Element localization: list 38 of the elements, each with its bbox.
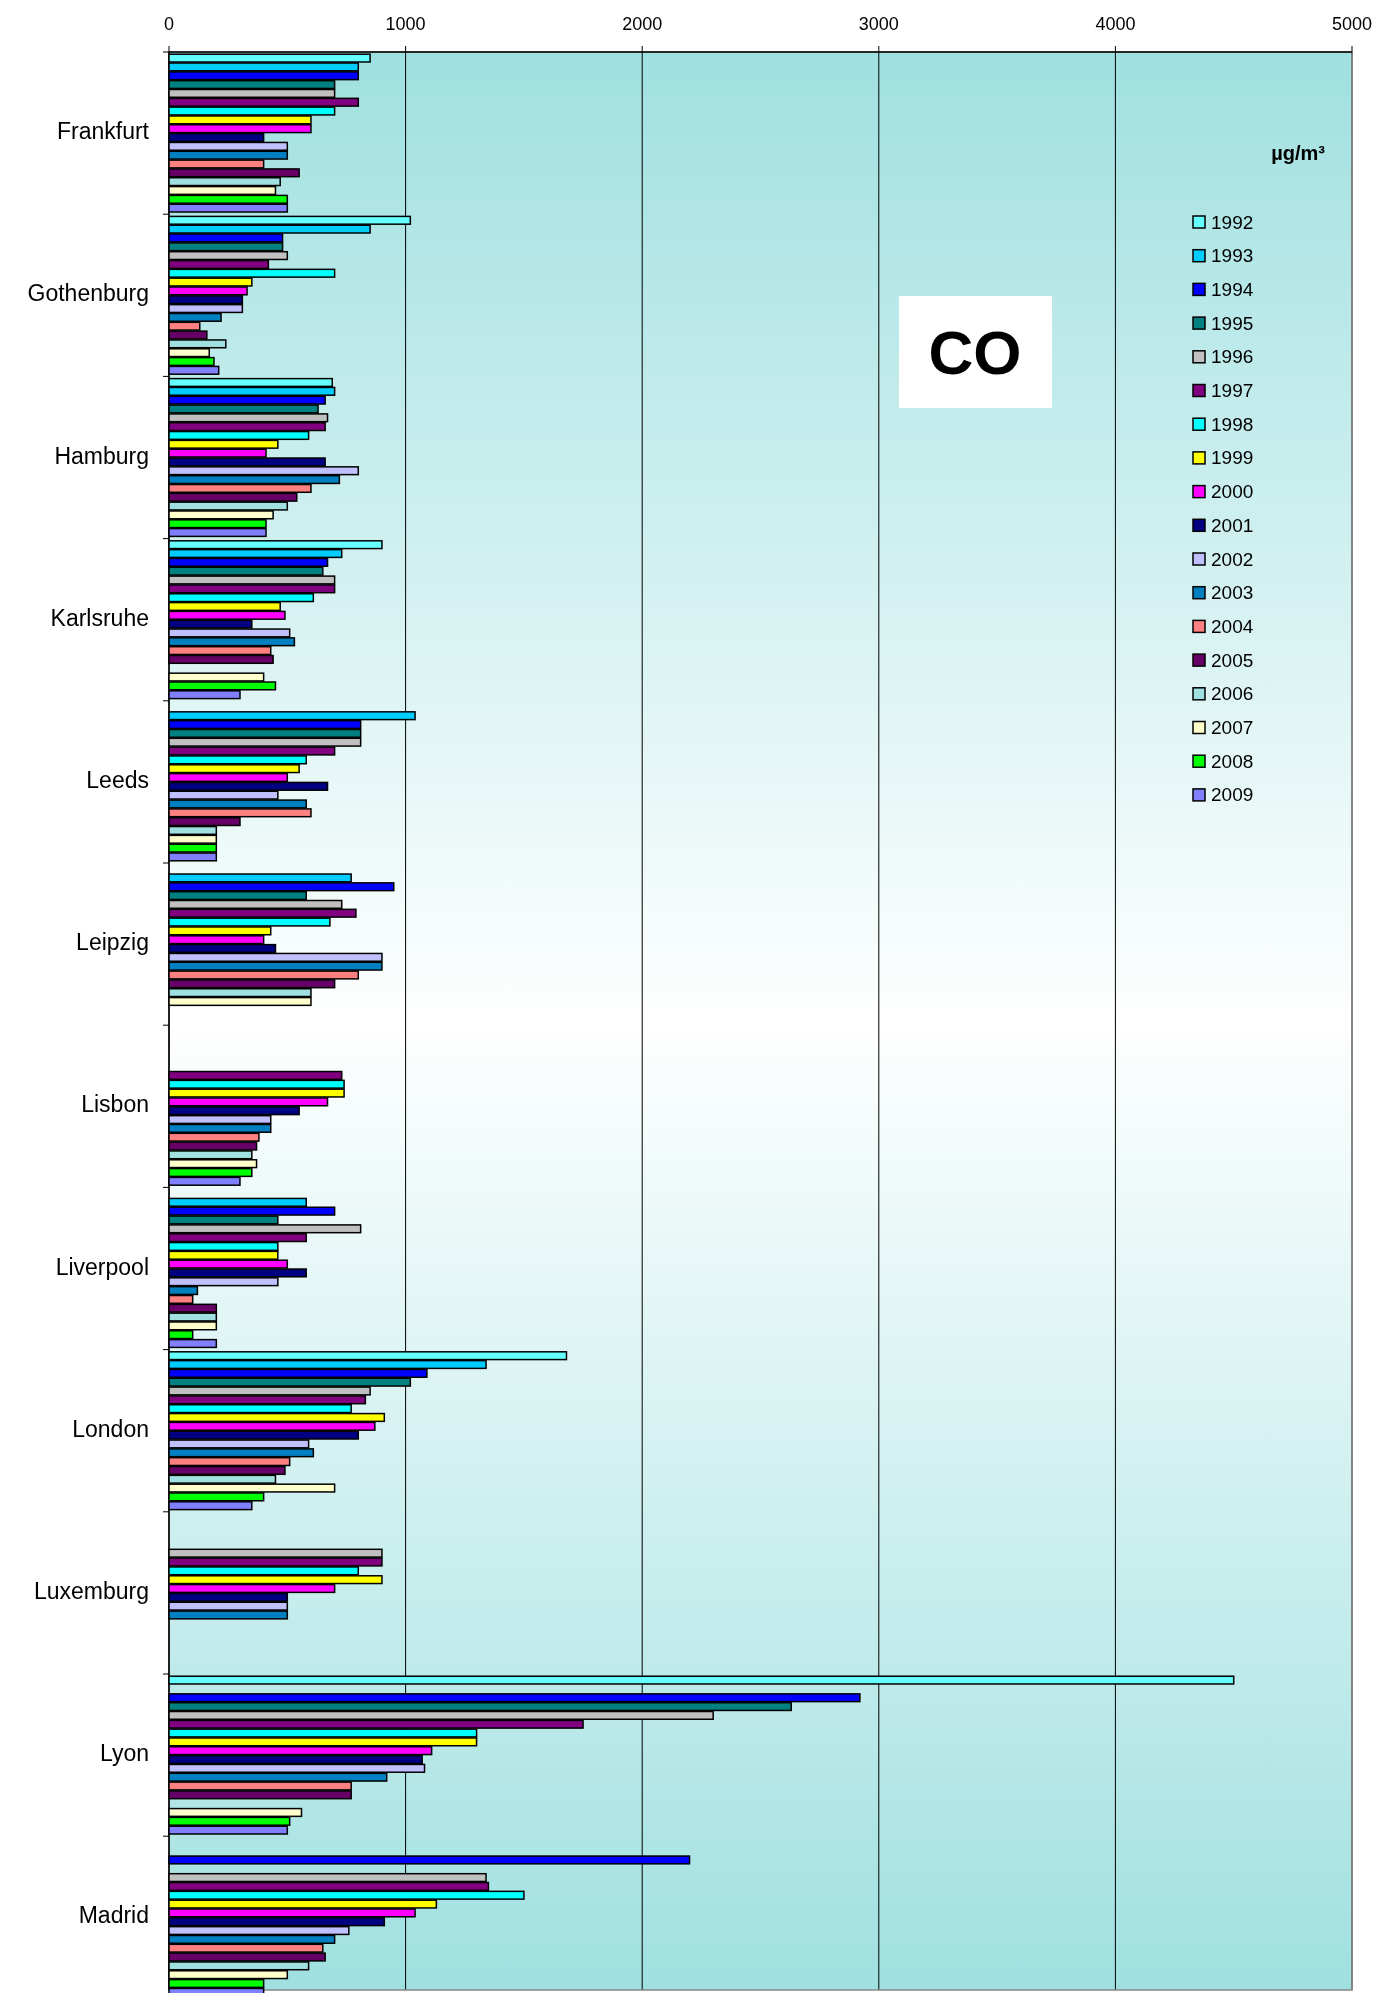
legend-label: 1995 <box>1211 312 1254 334</box>
x-tick-label: 0 <box>163 14 175 34</box>
y-tick-label: Karlsruhe <box>50 604 149 631</box>
legend-label: 2007 <box>1211 717 1254 738</box>
y-tick-label: Liverpool <box>55 1253 149 1280</box>
legend-label: 1993 <box>1211 245 1254 267</box>
legend-label: 1994 <box>1211 278 1254 300</box>
legend-label: 2008 <box>1211 750 1254 772</box>
legend-label: 2000 <box>1211 481 1254 503</box>
y-tick-label: Lyon <box>99 1740 149 1767</box>
y-tick-label: Lisbon <box>81 1091 149 1118</box>
x-tick-label: 1000 <box>385 14 426 34</box>
legend-label: 1992 <box>1211 211 1254 233</box>
legend-label: 2009 <box>1211 784 1254 806</box>
y-tick-label: Madrid <box>78 1902 149 1929</box>
legend-label: 2003 <box>1211 582 1254 604</box>
legend-label: 1997 <box>1211 380 1254 401</box>
legend-label: 1999 <box>1211 447 1254 469</box>
legend-label: 2004 <box>1211 615 1254 637</box>
y-tick-label: London <box>72 1415 149 1442</box>
text: CO <box>928 317 1022 387</box>
x-tick-label: 2000 <box>622 14 663 34</box>
legend-label: 2002 <box>1211 548 1254 570</box>
legend-label: 1996 <box>1211 346 1254 368</box>
x-tick-label: 3000 <box>858 14 899 34</box>
y-tick-label: Hamburg <box>54 442 149 469</box>
y-tick-label: Gothenburg <box>27 280 149 307</box>
legend-label: 2001 <box>1211 514 1254 536</box>
x-tick-label: 5000 <box>1331 14 1373 34</box>
y-tick-label: Leipzig <box>76 929 149 956</box>
y-tick-label: Leeds <box>86 766 149 793</box>
legend-label: 1998 <box>1211 413 1254 435</box>
y-tick-label: Luxemburg <box>33 1577 149 1604</box>
legend-label: 2005 <box>1211 649 1254 671</box>
x-tick-label: 4000 <box>1095 14 1136 34</box>
legend-label: 2006 <box>1211 683 1254 705</box>
y-tick-label: Frankfurt <box>56 118 150 145</box>
legend-title: µg/m³ <box>1271 142 1326 164</box>
